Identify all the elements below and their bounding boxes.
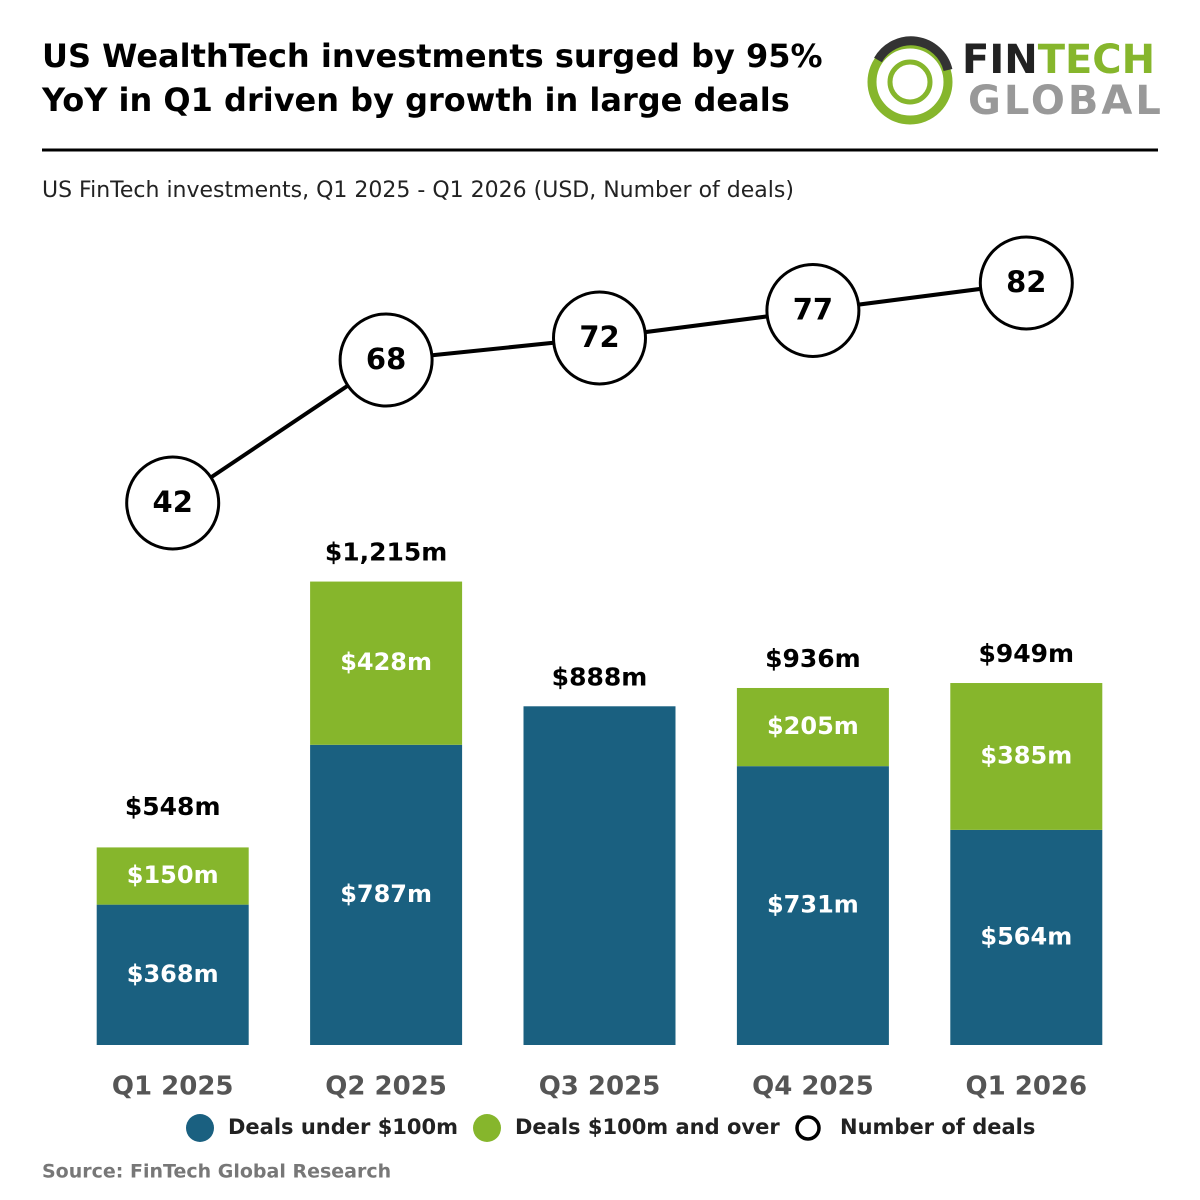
value-label: $385m [980, 741, 1072, 769]
chart-subtitle: US FinTech investments, Q1 2025 - Q1 202… [42, 178, 794, 203]
legend-swatch [186, 1114, 214, 1142]
value-label: $731m [767, 891, 859, 919]
legend-label: Deals $100m and over [515, 1115, 780, 1139]
logo: FINTECH GLOBAL [867, 36, 1164, 125]
bar-segment [310, 744, 463, 1045]
bar-segment [736, 766, 889, 1045]
marker-label: 42 [153, 485, 193, 519]
value-label: $205m [767, 712, 859, 740]
line-marker [765, 263, 861, 358]
marker-label: 68 [366, 342, 406, 376]
source: Source: FinTech Global Research [42, 1161, 391, 1183]
bar-segment [523, 706, 676, 1045]
x-tick-label: Q1 2025 [112, 1072, 234, 1102]
legend-label: Number of deals [840, 1115, 1035, 1139]
total-label: $949m [978, 639, 1074, 668]
value-label: $368m [127, 960, 219, 988]
x-tick-label: Q1 2026 [965, 1072, 1087, 1102]
value-label: $564m [980, 922, 1072, 950]
line-marker [338, 312, 434, 408]
bar-segment [950, 683, 1103, 830]
logo-word: FIN [962, 37, 1038, 83]
marker-label: 77 [793, 293, 833, 327]
value-label: $428m [340, 648, 432, 676]
value-label: $150m [127, 861, 219, 889]
legend-swatch [795, 1115, 821, 1141]
chart-title: YoY in Q1 driven by growth in large deal… [41, 81, 790, 119]
value-label: $787m [340, 880, 432, 908]
bar-segment [950, 829, 1103, 1045]
logo-text: FINTECH [962, 37, 1155, 83]
logo-text: GLOBAL [968, 78, 1164, 124]
line-marker [125, 455, 221, 551]
total-label: $1,215m [325, 538, 448, 567]
total-label: $888m [552, 662, 648, 691]
legend-label: Deals under $100m [228, 1115, 458, 1139]
bar-segment [310, 581, 463, 745]
bar-segment [736, 687, 889, 767]
total-label: $548m [125, 792, 221, 821]
chart-title: US WealthTech investments surged by 95% [42, 37, 823, 75]
legend-swatch [473, 1114, 501, 1142]
bar-segment [96, 904, 249, 1045]
marker-label: 72 [579, 320, 619, 354]
line-marker [978, 235, 1074, 331]
marker-label: 82 [1006, 265, 1046, 299]
line-marker [552, 290, 647, 386]
x-tick-label: Q2 2025 [325, 1072, 447, 1102]
logo-arc [874, 36, 953, 72]
logo-word: TECH [1038, 37, 1155, 83]
total-label: $936m [765, 644, 861, 673]
bar-segment [96, 847, 249, 905]
x-tick-label: Q3 2025 [539, 1072, 661, 1102]
x-tick-label: Q4 2025 [752, 1072, 874, 1102]
logo-inner [887, 59, 933, 105]
